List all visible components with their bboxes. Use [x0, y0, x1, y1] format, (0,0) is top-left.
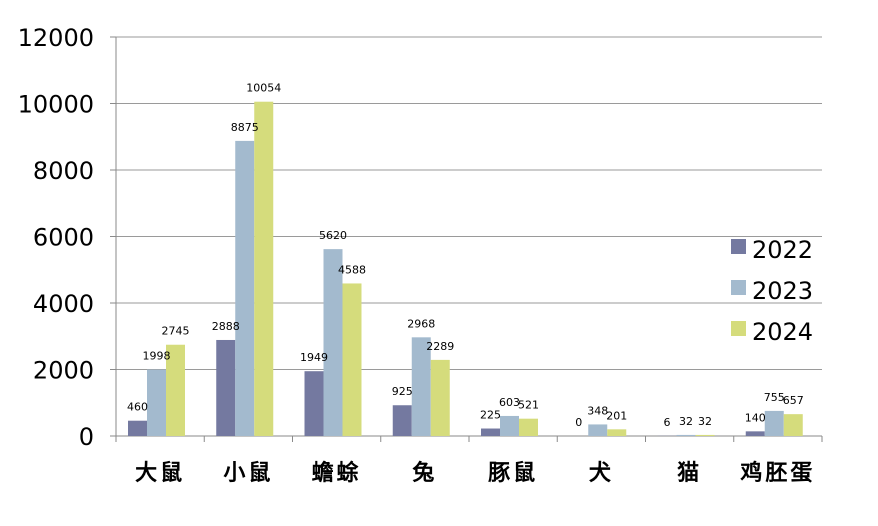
- bar-2023-2: [323, 249, 343, 436]
- x-tick-label: 兔: [412, 460, 437, 486]
- y-axis-ticks: 0 2000 4000 6000 8000 10000 12000: [18, 24, 116, 451]
- legend-swatch-2023: [731, 280, 746, 295]
- bar-2022-1: [216, 339, 236, 436]
- data-label: 201: [606, 409, 627, 422]
- data-label: 8875: [231, 121, 259, 134]
- x-tick-label: 大鼠: [135, 460, 185, 486]
- y-tick-label: 8000: [33, 157, 94, 185]
- data-label: 521: [518, 399, 539, 412]
- x-tick-label: 猫: [677, 460, 702, 486]
- bar-2024-2: [342, 283, 362, 436]
- data-label: 2888: [212, 320, 240, 333]
- bar-2022-2: [304, 371, 324, 436]
- legend-label: 2024: [752, 318, 813, 346]
- data-label: 755: [764, 391, 785, 404]
- x-tick-label: 小鼠: [223, 460, 273, 486]
- y-tick-label: 12000: [18, 24, 94, 52]
- gridlines: [116, 36, 822, 370]
- data-label: 5620: [319, 229, 347, 242]
- bar-2023-1: [235, 140, 255, 436]
- data-label: 460: [127, 401, 148, 414]
- data-label: 925: [392, 385, 413, 398]
- bar-2024-7: [783, 414, 803, 436]
- bar-2023-4: [500, 415, 519, 436]
- y-tick-label: 4000: [33, 290, 94, 318]
- data-label: 140: [745, 411, 766, 424]
- data-label: 348: [587, 404, 608, 417]
- bar-2023-7: [764, 410, 784, 436]
- bar-2022-4: [481, 428, 500, 436]
- y-tick-label: 6000: [33, 224, 94, 252]
- data-label: 2968: [407, 317, 435, 330]
- x-tick-label: 鸡胚蛋: [739, 460, 815, 486]
- x-axis-ticks: 大鼠 小鼠 蟾蜍 兔 豚鼠 犬 猫 鸡胚蛋: [135, 460, 815, 486]
- bar-2023-0: [147, 369, 166, 436]
- bar-2024-0: [166, 344, 185, 436]
- x-tick-label: 豚鼠: [488, 460, 538, 486]
- data-labels: 460 2888 1949 925 225 0 6 140 1998 8875 5620 2968 60…: [127, 82, 804, 429]
- bar-2024-6: [695, 434, 715, 436]
- data-label: 6: [664, 416, 671, 429]
- legend: 2022 2023 2024: [731, 236, 813, 346]
- data-label: 2289: [426, 340, 454, 353]
- data-label: 603: [499, 396, 520, 409]
- bar-2023-5: [588, 424, 608, 436]
- y-tick-label: 0: [79, 423, 94, 451]
- legend-label: 2022: [752, 236, 813, 264]
- bar-2023-6: [676, 434, 696, 436]
- data-label: 10054: [246, 82, 281, 95]
- data-label: 2745: [162, 325, 190, 338]
- data-label: 32: [698, 415, 712, 428]
- legend-swatch-2024: [731, 321, 746, 336]
- legend-swatch-2022: [731, 239, 746, 254]
- bar-2023-3: [411, 337, 431, 436]
- legend-label: 2023: [752, 277, 813, 305]
- bars: [128, 101, 803, 436]
- data-label: 657: [783, 394, 804, 407]
- data-label: 4588: [338, 263, 366, 276]
- bar-2024-3: [430, 359, 450, 436]
- data-label: 225: [480, 409, 501, 422]
- data-label: 32: [679, 415, 693, 428]
- bar-2024-4: [519, 418, 538, 436]
- x-tick-label: 蟾蜍: [312, 460, 362, 486]
- y-tick-label: 2000: [33, 357, 94, 385]
- bar-2024-1: [254, 101, 274, 436]
- x-tick-label: 犬: [589, 460, 614, 486]
- bar-2022-3: [392, 405, 412, 436]
- data-label: 0: [575, 416, 582, 429]
- data-label: 1998: [143, 350, 171, 363]
- bar-2022-0: [128, 420, 147, 436]
- bar-2022-7: [745, 431, 765, 436]
- data-label: 1949: [300, 351, 328, 364]
- bar-2024-5: [607, 429, 627, 436]
- y-tick-label: 10000: [18, 91, 94, 119]
